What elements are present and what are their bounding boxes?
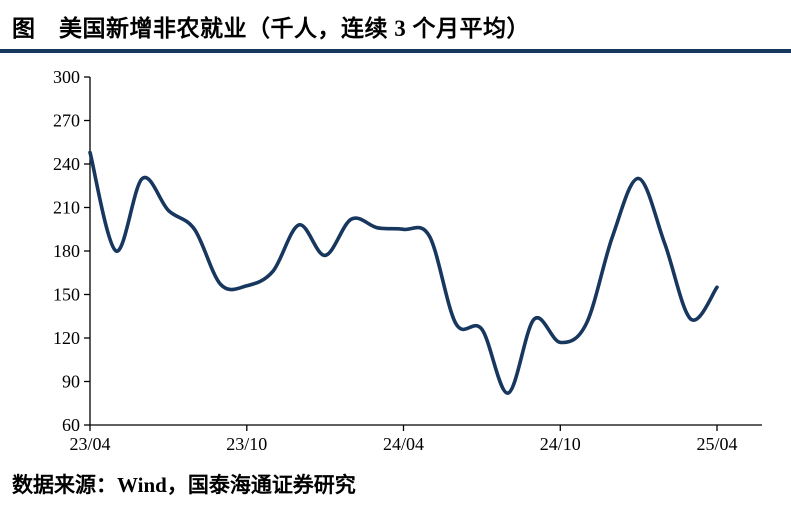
x-tick-label: 23/10 bbox=[226, 434, 267, 454]
series-line bbox=[88, 150, 719, 395]
x-tick-label: 24/10 bbox=[540, 434, 581, 454]
source-note: 数据来源：Wind，国泰海通证券研究 bbox=[12, 473, 356, 497]
y-tick-label: 60 bbox=[62, 415, 80, 435]
x-tick-label: 25/04 bbox=[696, 434, 737, 454]
nonfarm-payrolls-line-chart: 60 90 120 150 180 210 240 270 300 23/04 23/10 24/04… bbox=[53, 67, 762, 454]
y-tick-label: 180 bbox=[53, 241, 80, 261]
y-tick-label: 150 bbox=[53, 285, 80, 305]
y-tick-label: 240 bbox=[53, 154, 80, 174]
x-tick-label: 24/04 bbox=[383, 434, 424, 454]
y-tick-label: 270 bbox=[53, 111, 80, 131]
title-divider bbox=[0, 49, 791, 53]
y-tick-label: 210 bbox=[53, 198, 80, 218]
chart-title: 图 美国新增非农就业（千人，连续 3 个月平均） bbox=[12, 16, 530, 41]
x-tick-label: 23/04 bbox=[69, 434, 110, 454]
y-tick-label: 90 bbox=[62, 372, 80, 392]
y-tick-label: 120 bbox=[53, 328, 80, 348]
y-tick-label: 300 bbox=[53, 67, 80, 87]
